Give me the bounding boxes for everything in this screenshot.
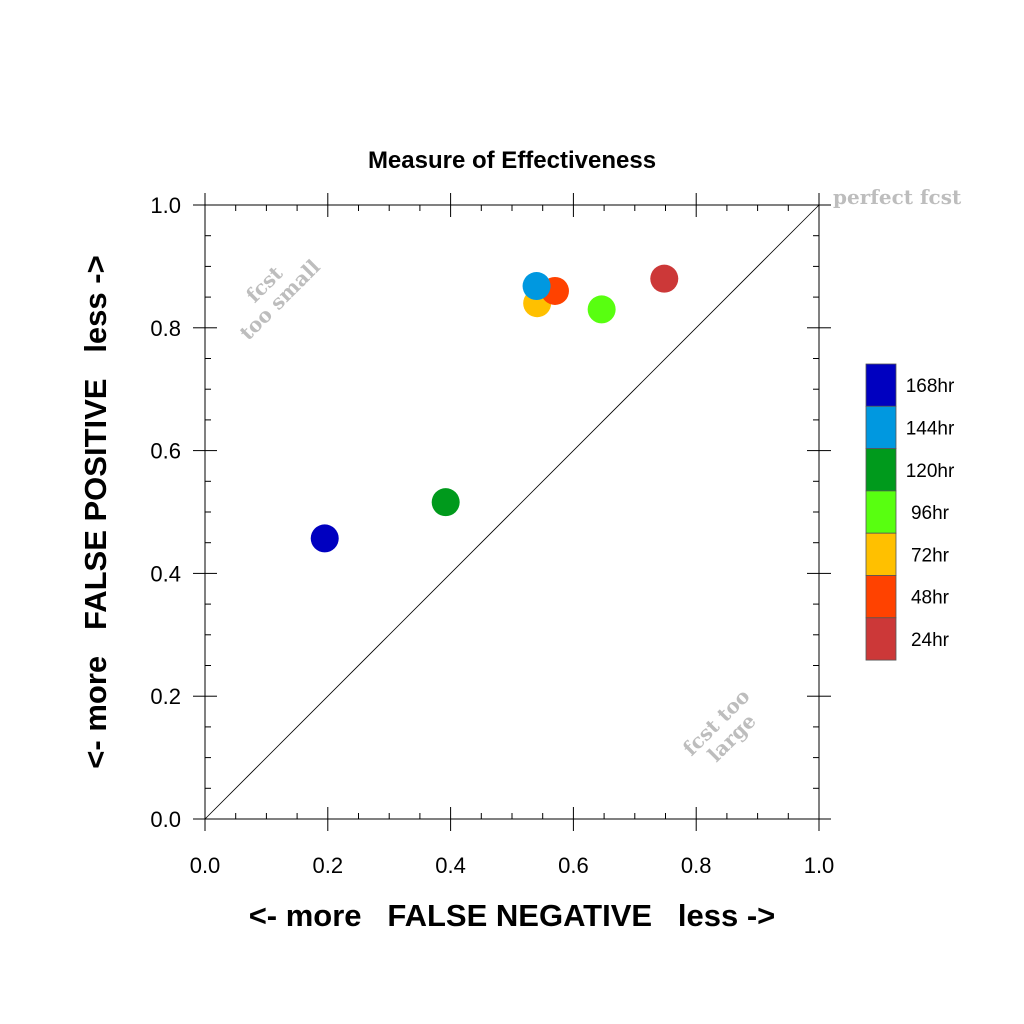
annotation-too-small: fcst too small <box>235 254 325 344</box>
legend-swatch-168hr <box>865 363 897 407</box>
annotation-too-small-line2: too small <box>235 254 325 344</box>
data-points <box>310 264 679 553</box>
legend-swatch-72hr <box>865 532 897 576</box>
x-tick-labels: 0.0 0.2 0.4 0.6 0.8 1.0 <box>190 853 835 878</box>
legend-label-72hr: 72hr <box>911 545 950 566</box>
x-axis-label: <- more FALSE NEGATIVE less -> <box>249 898 776 933</box>
annotation-too-large: fcst too large <box>678 684 761 767</box>
x-tick-label: 0.2 <box>313 853 344 878</box>
y-tick-label: 1.0 <box>150 193 181 218</box>
legend-label-144hr: 144hr <box>906 418 955 439</box>
x-tick-label: 0.6 <box>558 853 589 878</box>
y-tick-label: 0.4 <box>150 561 181 586</box>
x-tick-label: 0.4 <box>435 853 466 878</box>
y-tick-label: 0.0 <box>150 807 181 832</box>
legend-swatch-24hr <box>865 617 897 661</box>
legend-label-120hr: 120hr <box>906 461 955 482</box>
chart-title: Measure of Effectiveness <box>368 147 656 174</box>
tick-marks <box>193 193 831 831</box>
legend-label-24hr: 24hr <box>911 630 950 651</box>
legend-swatch-120hr <box>865 448 897 492</box>
point-168hr <box>310 524 339 553</box>
x-tick-label: 1.0 <box>804 853 835 878</box>
legend-swatch-144hr <box>865 405 897 449</box>
legend: 168hr 144hr 120hr 96hr 72hr 48hr 24hr <box>865 363 955 661</box>
y-axis-label: <- more FALSE POSITIVE less -> <box>78 255 113 768</box>
y-tick-label: 0.2 <box>150 684 181 709</box>
y-tick-labels: 0.0 0.2 0.4 0.6 0.8 1.0 <box>150 193 181 832</box>
diagonal-line <box>204 204 820 820</box>
annotation-perfect-fcst: perfect fcst <box>833 185 962 209</box>
y-tick-label: 0.6 <box>150 439 181 464</box>
point-24hr <box>650 264 679 293</box>
legend-swatch-48hr <box>865 575 897 619</box>
legend-label-96hr: 96hr <box>911 503 950 524</box>
x-tick-label: 0.0 <box>190 853 221 878</box>
point-96hr <box>587 295 616 324</box>
point-144hr <box>522 272 551 301</box>
y-tick-label: 0.8 <box>150 316 181 341</box>
legend-label-48hr: 48hr <box>911 588 950 609</box>
x-tick-label: 0.8 <box>681 853 712 878</box>
legend-label-168hr: 168hr <box>906 376 955 397</box>
legend-swatch-96hr <box>865 490 897 534</box>
point-120hr <box>431 488 460 517</box>
